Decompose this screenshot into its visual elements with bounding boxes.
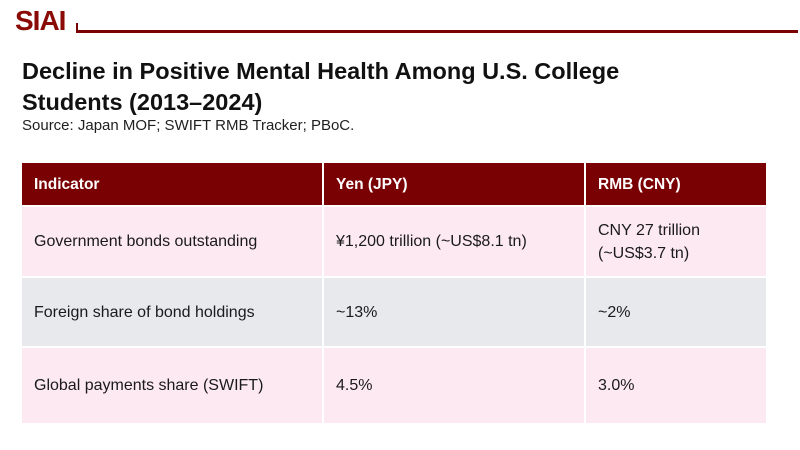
column-header-rmb: RMB (CNY) bbox=[586, 163, 766, 205]
table-cell-bonds-indicator: Government bonds outstanding bbox=[22, 207, 322, 276]
page-title-line1: Decline in Positive Mental Health Among … bbox=[22, 58, 620, 84]
table-cell-foreign-share-yen: ~13% bbox=[324, 278, 584, 346]
page-title-line2: Students (2013–2024) bbox=[22, 88, 263, 115]
indicator-table: Indicator Yen (JPY) RMB (CNY) Government… bbox=[22, 163, 766, 423]
table-cell-foreign-share-rmb: ~2% bbox=[586, 278, 766, 346]
table-cell-foreign-share-indicator: Foreign share of bond holdings bbox=[22, 278, 322, 346]
column-header-indicator: Indicator bbox=[22, 163, 322, 205]
brand-underline-rule bbox=[76, 23, 798, 33]
table-cell-bonds-rmb: CNY 27 trillion (~US$3.7 tn) bbox=[586, 207, 766, 276]
table-cell-payments-yen: 4.5% bbox=[324, 348, 584, 423]
siai-logo: SIAI bbox=[15, 5, 66, 36]
column-header-yen: Yen (JPY) bbox=[324, 163, 584, 205]
table-cell-bonds-yen: ¥1,200 trillion (~US$8.1 tn) bbox=[324, 207, 584, 276]
source-note: Source: Japan MOF; SWIFT RMB Tracker; PB… bbox=[22, 117, 355, 134]
page-title: Decline in Positive Mental Health Among … bbox=[22, 56, 619, 117]
table-cell-payments-indicator: Global payments share (SWIFT) bbox=[22, 348, 322, 423]
table-cell-payments-rmb: 3.0% bbox=[586, 348, 766, 423]
